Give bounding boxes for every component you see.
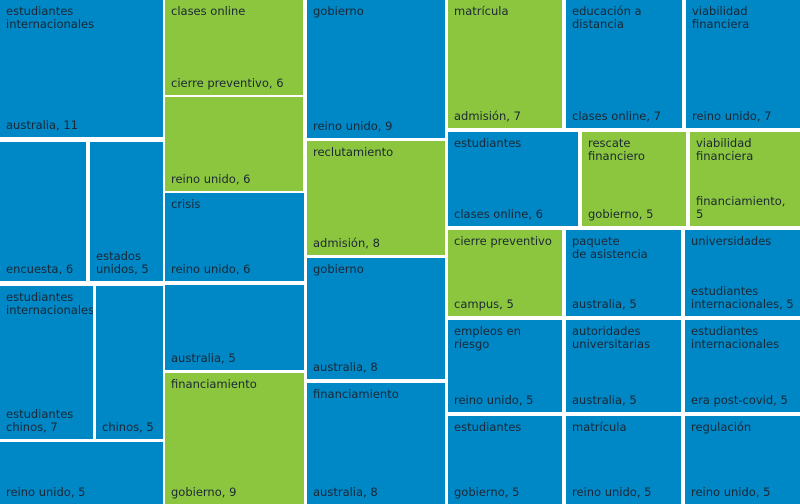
- tile-label: financiamiento: [313, 387, 399, 401]
- tile-caption: encuesta, 6: [6, 262, 74, 276]
- tile-caption: reino unido, 5: [572, 485, 652, 499]
- tile-label: estudiantes internacionales: [691, 324, 780, 351]
- tile-caption: financiamiento, 5: [696, 194, 786, 221]
- treemap-tile: matrícula reino unido, 5: [566, 416, 681, 504]
- tile-label: reclutamiento: [313, 145, 394, 159]
- tile-caption: reino unido, 6: [171, 172, 251, 186]
- treemap-tile: estados unidos, 5: [90, 142, 163, 281]
- tile-label: crisis: [171, 197, 201, 211]
- treemap-tile: crisis reino unido, 6: [165, 193, 304, 281]
- tile-caption: reino unido, 5: [454, 393, 534, 407]
- tile-caption: campus, 5: [454, 297, 514, 311]
- treemap-tile: australia, 5: [165, 285, 304, 370]
- tile-caption: estudiantes internacionales, 5: [691, 284, 794, 311]
- treemap-tile: matrícula admisión, 7: [448, 0, 562, 128]
- treemap-tile: chinos, 5: [96, 286, 163, 439]
- tile-caption: australia, 8: [313, 360, 378, 374]
- treemap-tile: gobierno reino unido, 9: [307, 0, 445, 138]
- tile-label: estudiantes: [454, 136, 522, 150]
- tile-label: cierre preventivo: [454, 234, 552, 248]
- tile-caption: cierre preventivo, 6: [171, 76, 284, 90]
- treemap-tile: regulación reino unido, 5: [685, 416, 800, 504]
- tile-caption: australia, 5: [572, 297, 637, 311]
- tile-caption: admisión, 7: [454, 109, 521, 123]
- treemap-tile: clases online cierre preventivo, 6: [165, 0, 303, 95]
- treemap-tile: reclutamiento admisión, 8: [307, 141, 445, 255]
- tile-caption: gobierno, 5: [588, 207, 654, 221]
- tile-caption: australia, 8: [313, 485, 378, 499]
- tile-label: clases online: [171, 4, 246, 18]
- tile-caption: chinos, 5: [102, 420, 154, 434]
- tile-label: autoridades universitarias: [572, 324, 651, 351]
- treemap-tile: estudiantes internacionales australia, 11: [0, 0, 163, 137]
- tile-caption: gobierno, 9: [171, 485, 237, 499]
- treemap-tile: empleos en riesgo reino unido, 5: [448, 320, 562, 412]
- tile-caption: reino unido, 6: [171, 262, 251, 276]
- tile-caption: reino unido, 7: [692, 109, 772, 123]
- tile-label: estudiantes: [454, 420, 522, 434]
- tile-label: empleos en riesgo: [454, 324, 521, 351]
- treemap-tile: autoridades universitarias australia, 5: [566, 320, 681, 412]
- tile-caption: australia, 11: [6, 118, 78, 132]
- treemap-tile: financiamiento australia, 8: [307, 383, 445, 504]
- treemap-tile: reino unido, 5: [0, 442, 163, 504]
- treemap-tile: estudiantes internacionales estudiantes c…: [0, 286, 93, 439]
- treemap-tile: reino unido, 6: [165, 97, 303, 191]
- tile-label: universidades: [691, 234, 772, 248]
- tile-label: rescate financiero: [588, 136, 645, 163]
- treemap-tile: financiamiento gobierno, 9: [165, 373, 304, 504]
- tile-caption: gobierno, 5: [454, 485, 520, 499]
- treemap-tile: encuesta, 6: [0, 142, 86, 281]
- tile-label: matrícula: [454, 4, 509, 18]
- tile-label: financiamiento: [171, 377, 257, 391]
- tile-caption: australia, 5: [572, 393, 637, 407]
- treemap-tile: universidades estudiantes internacionales…: [685, 230, 800, 316]
- tile-label: estudiantes internacionales: [6, 4, 95, 31]
- treemap-tile: rescate financiero gobierno, 5: [582, 132, 686, 226]
- tile-caption: clases online, 7: [572, 109, 661, 123]
- treemap-tile: viabilidad financiera reino unido, 7: [686, 0, 800, 128]
- tile-label: paquete de asistencia: [572, 234, 648, 261]
- treemap-tile: gobierno australia, 8: [307, 258, 445, 379]
- tile-caption: australia, 5: [171, 351, 236, 365]
- tile-caption: reino unido, 9: [313, 119, 393, 133]
- treemap-tile: estudiantes gobierno, 5: [448, 416, 562, 504]
- tile-label: regulación: [691, 420, 752, 434]
- tile-label: gobierno: [313, 262, 364, 276]
- treemap-tile: cierre preventivo campus, 5: [448, 230, 562, 316]
- tile-caption: era post-covid, 5: [691, 393, 788, 407]
- treemap-tile: estudiantes clases online, 6: [448, 132, 578, 226]
- treemap-tile: viabilidad financiera financiamiento, 5: [690, 132, 800, 226]
- tile-label: viabilidad financiera: [696, 136, 754, 163]
- tile-label: educación a distancia: [572, 4, 642, 31]
- tile-caption: estudiantes chinos, 7: [6, 407, 74, 434]
- treemap-tile: estudiantes internacionales era post-covi…: [685, 320, 800, 412]
- tile-caption: reino unido, 5: [691, 485, 771, 499]
- tile-caption: admisión, 8: [313, 236, 380, 250]
- treemap-tile: paquete de asistencia australia, 5: [566, 230, 681, 316]
- tile-label: viabilidad financiera: [692, 4, 750, 31]
- tile-label: gobierno: [313, 4, 364, 18]
- tile-caption: estados unidos, 5: [96, 249, 149, 276]
- tile-label: matrícula: [572, 420, 627, 434]
- tile-caption: clases online, 6: [454, 207, 543, 221]
- tile-caption: reino unido, 5: [6, 485, 86, 499]
- tile-label: estudiantes internacionales: [6, 290, 93, 317]
- treemap-tile: educación a distancia clases online, 7: [566, 0, 682, 128]
